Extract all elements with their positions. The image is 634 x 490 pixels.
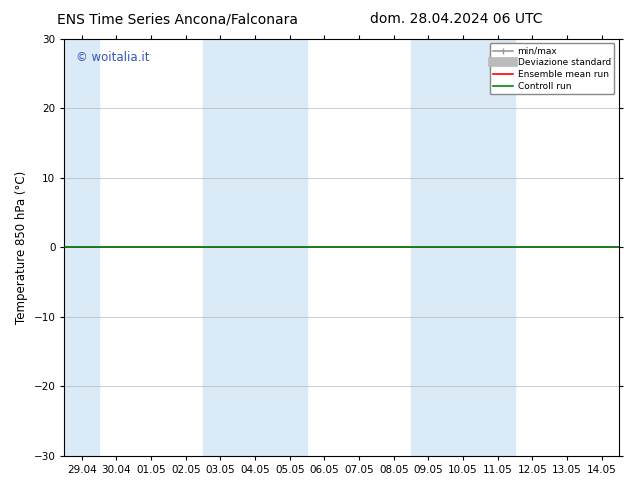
Text: ENS Time Series Ancona/Falconara: ENS Time Series Ancona/Falconara: [57, 12, 298, 26]
Text: © woitalia.it: © woitalia.it: [75, 51, 149, 64]
Text: dom. 28.04.2024 06 UTC: dom. 28.04.2024 06 UTC: [370, 12, 543, 26]
Bar: [411, 39, 515, 456]
Y-axis label: Temperature 850 hPa (°C): Temperature 850 hPa (°C): [15, 171, 28, 324]
Legend: min/max, Deviazione standard, Ensemble mean run, Controll run: min/max, Deviazione standard, Ensemble m…: [489, 43, 614, 95]
Bar: [65, 39, 99, 456]
Bar: [203, 39, 307, 456]
